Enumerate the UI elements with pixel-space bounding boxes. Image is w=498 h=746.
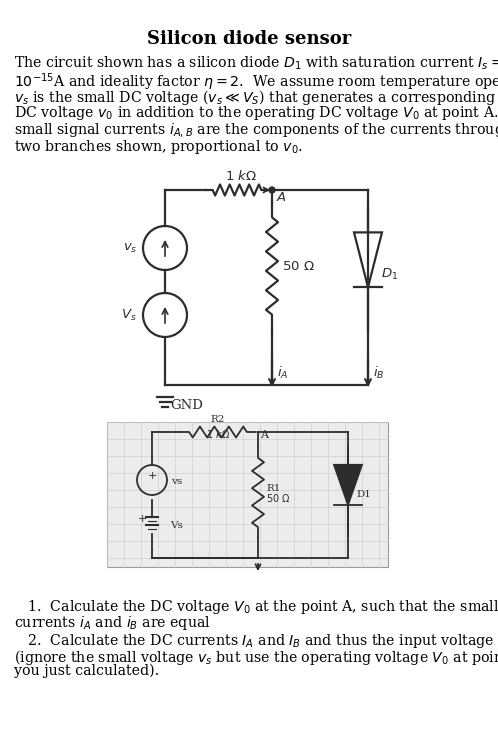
Text: R1: R1 <box>266 484 280 493</box>
Text: Vs: Vs <box>170 521 183 530</box>
Text: 2.  Calculate the DC currents $I_A$ and $I_B$ and thus the input voltage $V_S$: 2. Calculate the DC currents $I_A$ and $… <box>14 632 498 650</box>
Text: you just calculated).: you just calculated). <box>14 664 159 678</box>
Polygon shape <box>334 465 362 505</box>
Text: $50\ \Omega$: $50\ \Omega$ <box>282 260 315 272</box>
Text: $v_s$: $v_s$ <box>123 242 137 254</box>
Text: R2: R2 <box>211 416 225 424</box>
Text: Silicon diode sensor: Silicon diode sensor <box>147 30 351 48</box>
Text: $i_A$: $i_A$ <box>277 365 288 380</box>
Text: +: + <box>147 471 157 481</box>
FancyBboxPatch shape <box>107 422 388 567</box>
Text: 1.  Calculate the DC voltage $V_0$ at the point A, such that the small signal: 1. Calculate the DC voltage $V_0$ at the… <box>14 598 498 616</box>
Text: $50\ \Omega$: $50\ \Omega$ <box>266 492 290 504</box>
Text: $D_1$: $D_1$ <box>381 266 398 281</box>
Text: $i_B$: $i_B$ <box>373 365 384 380</box>
Text: $A$: $A$ <box>276 191 287 204</box>
Circle shape <box>269 187 275 193</box>
Text: small signal currents $i_{A,B}$ are the components of the currents through the: small signal currents $i_{A,B}$ are the … <box>14 121 498 139</box>
Text: $10^{-15}$A and ideality factor $\eta = 2$.  We assume room temperature operatio: $10^{-15}$A and ideality factor $\eta = … <box>14 72 498 93</box>
Text: $1\ k\Omega$: $1\ k\Omega$ <box>206 428 230 440</box>
Text: +: + <box>137 514 147 524</box>
Text: The circuit shown has a silicon diode $D_1$ with saturation current $I_s = 3 \ti: The circuit shown has a silicon diode $D… <box>14 55 498 72</box>
Text: $v_s$ is the small DC voltage ($v_s \ll V_S$) that generates a corresponding sma: $v_s$ is the small DC voltage ($v_s \ll … <box>14 88 498 107</box>
Text: GND: GND <box>170 399 203 412</box>
Text: D1: D1 <box>356 490 371 499</box>
Text: DC voltage $v_0$ in addition to the operating DC voltage $V_0$ at point A.  The: DC voltage $v_0$ in addition to the oper… <box>14 104 498 122</box>
Text: (ignore the small voltage $v_s$ but use the operating voltage $V_0$ at point A t: (ignore the small voltage $v_s$ but use … <box>14 648 498 667</box>
Text: $1\ k\Omega$: $1\ k\Omega$ <box>225 169 257 183</box>
Text: $V_s$: $V_s$ <box>122 307 137 322</box>
Text: two branches shown, proportional to $v_0$.: two branches shown, proportional to $v_0… <box>14 137 303 155</box>
Text: vs: vs <box>171 477 182 486</box>
Text: currents $i_A$ and $i_B$ are equal: currents $i_A$ and $i_B$ are equal <box>14 614 211 632</box>
Text: A: A <box>260 430 268 440</box>
